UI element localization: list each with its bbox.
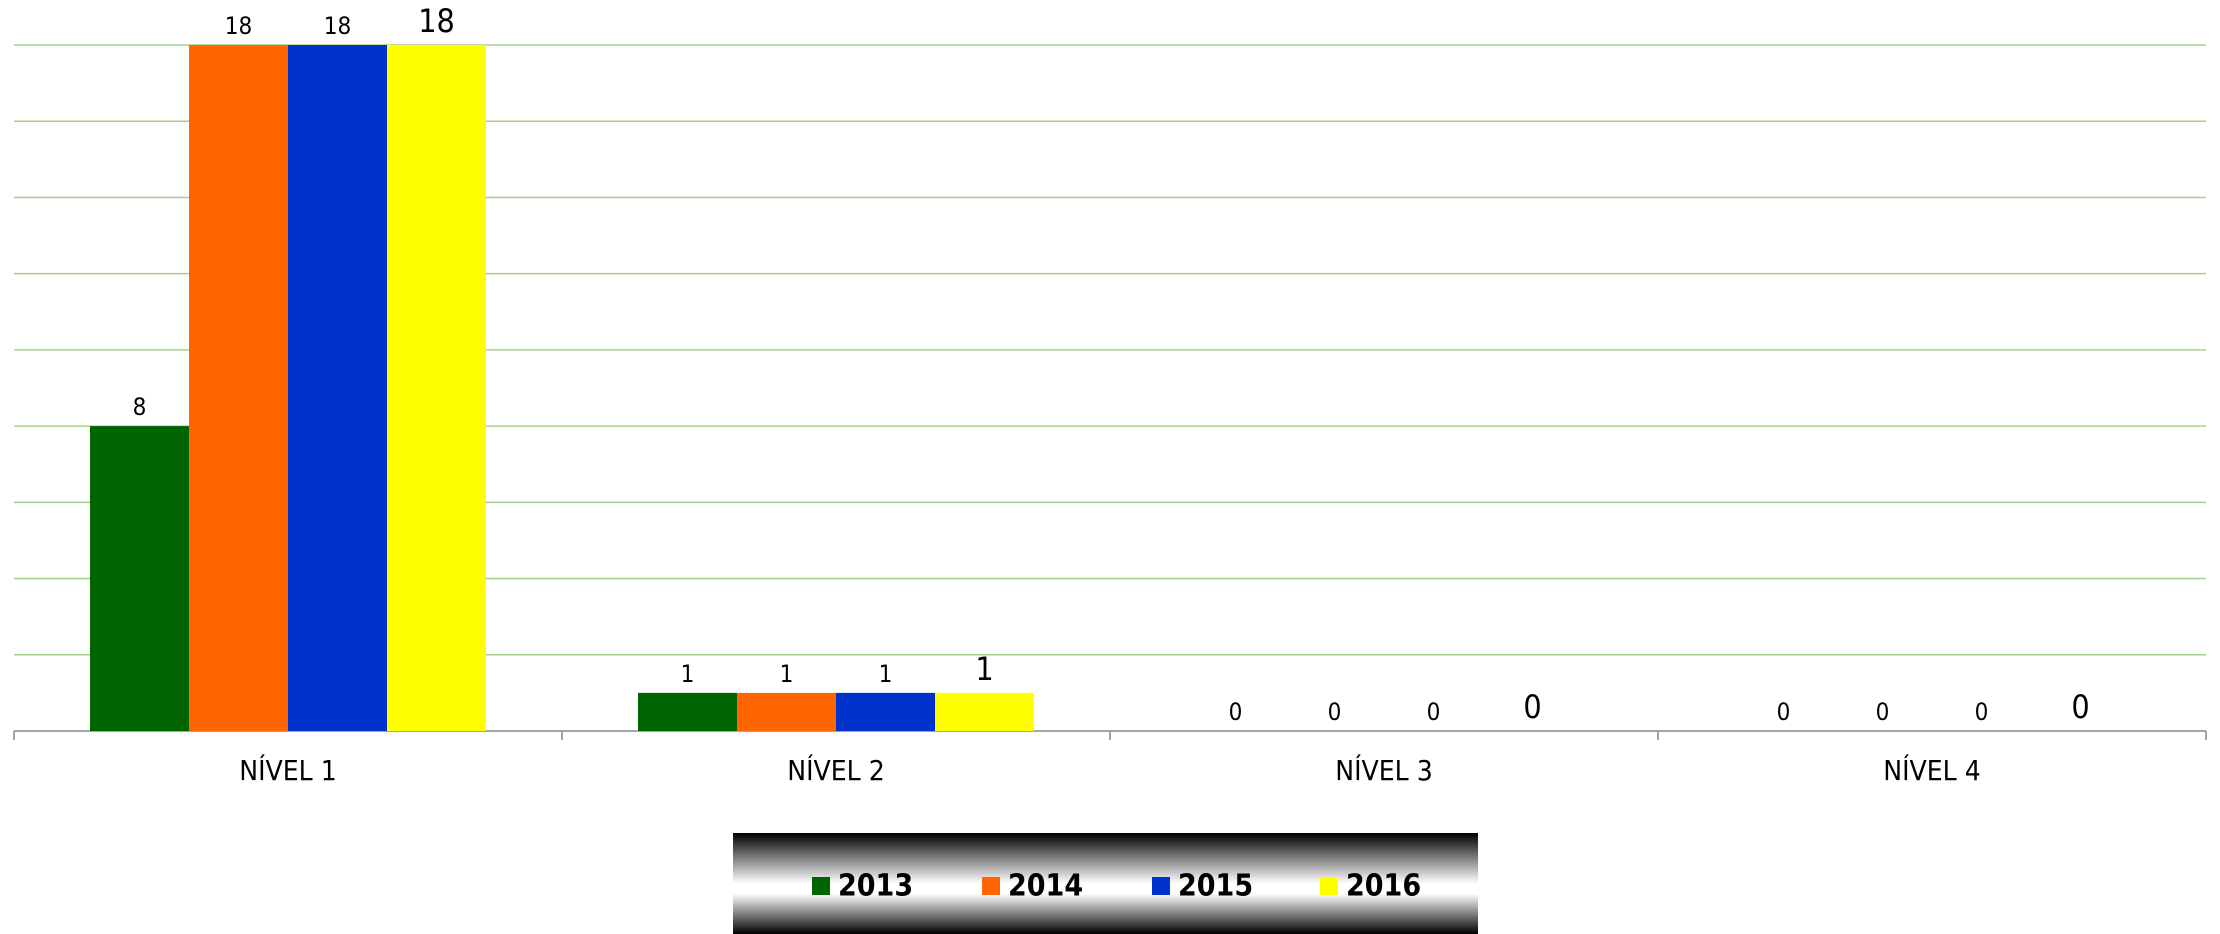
legend-label: 2014 — [1008, 869, 1083, 904]
bar — [836, 692, 935, 731]
data-label: 0 — [1523, 688, 1541, 726]
legend-box — [733, 833, 1478, 934]
legend-swatch — [1152, 877, 1170, 895]
bar — [638, 692, 737, 731]
data-label: 1 — [975, 650, 993, 688]
data-label: 0 — [1876, 698, 1890, 726]
x-tick-label: NÍVEL 4 — [1883, 753, 1980, 787]
x-tick-label: NÍVEL 1 — [239, 753, 336, 787]
data-label: 0 — [2071, 688, 2089, 726]
data-label: 0 — [1777, 698, 1791, 726]
data-label: 18 — [324, 12, 351, 40]
legend-label: 2015 — [1178, 869, 1253, 904]
data-label: 0 — [1229, 698, 1243, 726]
bar — [935, 692, 1034, 731]
data-label: 1 — [780, 660, 794, 688]
x-tick-label: NÍVEL 2 — [787, 753, 884, 787]
bar — [387, 45, 486, 731]
data-label: 8 — [133, 393, 147, 421]
data-label: 0 — [1328, 698, 1342, 726]
legend-swatch — [982, 877, 1000, 895]
legend-label: 2013 — [838, 869, 913, 904]
bar — [189, 45, 288, 731]
legend-label: 2016 — [1346, 869, 1421, 904]
bar — [90, 426, 189, 731]
data-label: 1 — [879, 660, 893, 688]
data-label: 18 — [225, 12, 252, 40]
data-label: 18 — [418, 2, 455, 40]
x-tick-label: NÍVEL 3 — [1335, 753, 1432, 787]
data-label: 1 — [681, 660, 695, 688]
data-label: 0 — [1427, 698, 1441, 726]
legend-swatch — [812, 877, 830, 895]
data-label: 0 — [1975, 698, 1989, 726]
legend-swatch — [1320, 877, 1338, 895]
bar — [288, 45, 387, 731]
bar — [737, 692, 836, 731]
